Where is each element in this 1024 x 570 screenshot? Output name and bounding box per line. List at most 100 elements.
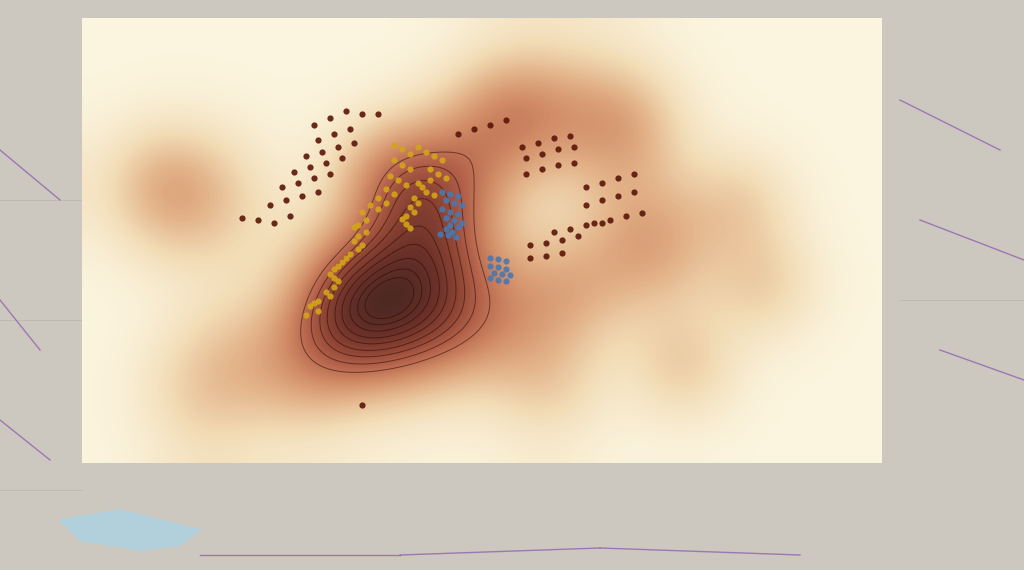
Point xyxy=(286,167,302,176)
Point xyxy=(302,302,318,311)
Point xyxy=(498,276,514,285)
Point xyxy=(330,142,346,152)
Point xyxy=(594,196,610,205)
Point xyxy=(313,147,330,156)
Point xyxy=(326,265,342,274)
Point xyxy=(441,207,458,216)
Point xyxy=(317,287,334,296)
Point xyxy=(322,169,338,178)
Point xyxy=(397,180,414,189)
Point xyxy=(422,176,438,185)
Point xyxy=(634,209,650,218)
Point xyxy=(441,189,458,198)
Point xyxy=(322,113,338,123)
Point xyxy=(306,298,323,307)
Point xyxy=(438,174,455,183)
Point xyxy=(262,200,279,209)
Point xyxy=(317,158,334,167)
Point xyxy=(282,211,298,221)
Point xyxy=(482,262,499,271)
Point xyxy=(566,158,583,167)
Point xyxy=(386,189,402,198)
Point xyxy=(432,229,449,238)
Point xyxy=(450,223,466,232)
Point xyxy=(441,221,458,230)
Point xyxy=(378,198,394,207)
Point xyxy=(522,254,539,263)
Point xyxy=(498,116,514,125)
Point xyxy=(489,275,506,284)
Point xyxy=(401,202,418,211)
Point xyxy=(450,192,466,201)
Point xyxy=(310,306,327,315)
Point xyxy=(342,249,358,258)
Point xyxy=(550,160,566,169)
Point xyxy=(538,238,554,247)
Point xyxy=(546,227,562,236)
Point xyxy=(617,211,634,221)
Point xyxy=(273,182,290,192)
Point xyxy=(350,245,367,254)
Point xyxy=(426,152,442,161)
Point xyxy=(426,190,442,200)
Point xyxy=(357,227,374,236)
Point xyxy=(298,311,314,320)
Point xyxy=(310,187,327,196)
Point xyxy=(250,216,266,225)
Point xyxy=(401,149,418,158)
Point xyxy=(322,292,338,301)
Point xyxy=(346,138,362,147)
Point xyxy=(443,227,460,236)
Point xyxy=(482,254,499,263)
Point xyxy=(538,251,554,260)
Point xyxy=(401,223,418,233)
Point xyxy=(298,152,314,161)
Point xyxy=(438,196,455,205)
Point xyxy=(370,194,386,203)
Point xyxy=(440,231,457,240)
Point xyxy=(434,156,451,165)
Point xyxy=(397,211,414,221)
Point xyxy=(290,178,306,187)
Point xyxy=(438,214,455,223)
Point xyxy=(502,271,518,280)
Point xyxy=(350,231,367,241)
Point xyxy=(450,209,466,218)
Polygon shape xyxy=(60,510,200,550)
Point xyxy=(594,218,610,227)
Point xyxy=(386,140,402,149)
Point xyxy=(498,264,514,273)
Point xyxy=(330,277,346,286)
Point xyxy=(489,263,506,272)
Point xyxy=(406,207,422,216)
Point xyxy=(534,165,550,174)
Point xyxy=(233,214,250,223)
Point xyxy=(326,283,342,292)
Point xyxy=(418,187,434,196)
Point xyxy=(434,205,451,214)
Point xyxy=(350,221,367,230)
Point xyxy=(494,269,510,278)
Point xyxy=(361,200,378,209)
Point xyxy=(306,174,323,183)
Point xyxy=(310,136,327,145)
Point xyxy=(354,241,371,250)
Point xyxy=(410,198,426,207)
Point xyxy=(330,262,346,271)
Point xyxy=(438,225,455,234)
Point xyxy=(534,149,550,158)
Point xyxy=(370,205,386,214)
Point xyxy=(410,178,426,187)
Point xyxy=(394,160,411,169)
Point xyxy=(346,236,362,245)
Point xyxy=(434,187,451,196)
Point xyxy=(529,138,546,147)
Point xyxy=(562,131,579,140)
Point xyxy=(482,120,499,129)
Point xyxy=(401,165,418,174)
Point xyxy=(445,216,462,225)
Point xyxy=(482,274,499,283)
Point xyxy=(518,153,535,162)
Point xyxy=(354,401,371,410)
Point xyxy=(278,196,294,205)
